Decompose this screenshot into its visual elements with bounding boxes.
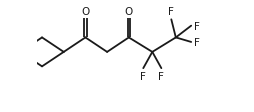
Text: F: F [168, 7, 174, 17]
Text: F: F [194, 22, 200, 31]
Text: O: O [125, 7, 133, 17]
Text: F: F [140, 72, 146, 82]
Text: F: F [158, 72, 164, 82]
Text: O: O [81, 7, 90, 17]
Text: F: F [194, 38, 200, 47]
